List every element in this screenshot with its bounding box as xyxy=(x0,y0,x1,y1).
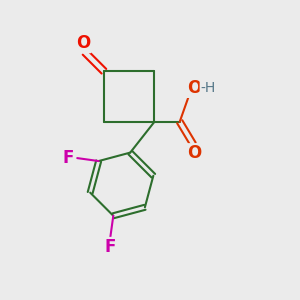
Text: O: O xyxy=(76,34,91,52)
Text: -H: -H xyxy=(200,81,216,94)
Text: O: O xyxy=(187,79,201,97)
Text: F: F xyxy=(63,149,74,167)
Text: O: O xyxy=(188,144,202,162)
Text: F: F xyxy=(105,238,116,256)
